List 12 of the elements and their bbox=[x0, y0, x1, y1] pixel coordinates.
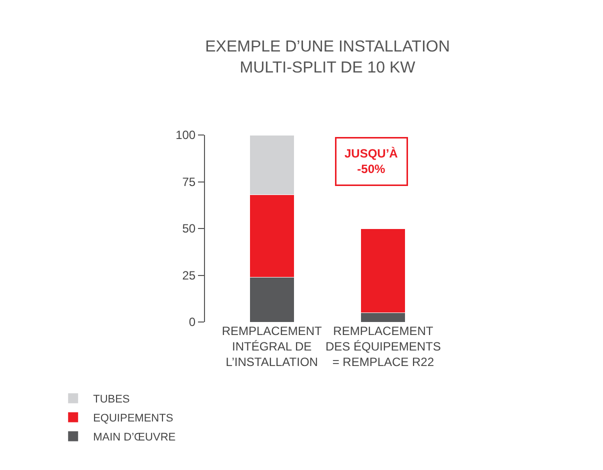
x-tick-label: REMPLACEMENT DES ÉQUIPEMENTS = REMPLACE R22 bbox=[326, 324, 441, 370]
y-tick-label: 0 bbox=[188, 315, 196, 330]
y-tick-label: 25 bbox=[182, 268, 196, 282]
y-tick-label: 75 bbox=[182, 174, 196, 189]
legend-label: MAIN D’ŒUVRE bbox=[93, 432, 176, 444]
legend-label: EQUIPEMENTS bbox=[93, 412, 174, 424]
y-tick-label: 50 bbox=[182, 222, 196, 236]
y-tick-label: 100 bbox=[176, 128, 196, 142]
chart-title: EXEMPLE D’UNE INSTALLATION MULTI-SPLIT DE 10 KW bbox=[205, 38, 450, 76]
legend-label: TUBES bbox=[93, 394, 130, 406]
annotation: JUSQU’À -50% bbox=[344, 146, 398, 176]
x-tick-label: REMPLACEMENT INTÉGRAL DE L’INSTALLATION bbox=[222, 324, 322, 370]
